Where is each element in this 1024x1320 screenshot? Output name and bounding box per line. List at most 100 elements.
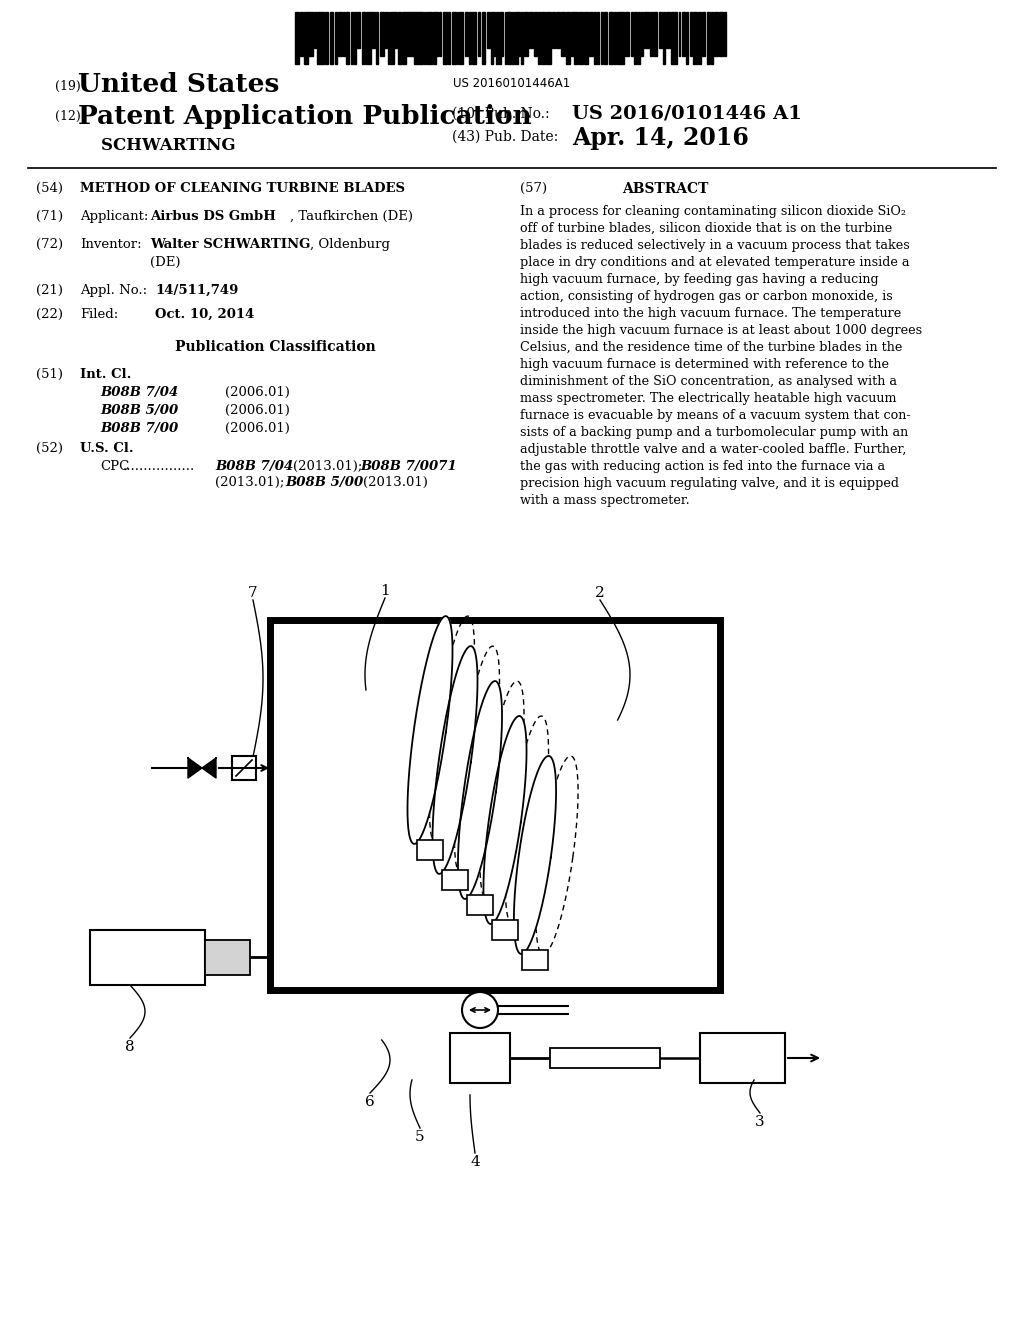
Text: (22): (22) <box>36 308 63 321</box>
Bar <box>608 12 612 63</box>
Bar <box>414 12 418 63</box>
Text: METHOD OF CLEANING TURBINE BLADES: METHOD OF CLEANING TURBINE BLADES <box>80 182 406 195</box>
Bar <box>354 12 355 63</box>
Polygon shape <box>483 715 526 924</box>
Text: B08B 7/0071: B08B 7/0071 <box>360 459 457 473</box>
Bar <box>653 12 657 57</box>
Bar <box>477 12 480 57</box>
Bar <box>707 12 711 63</box>
Bar <box>356 12 360 49</box>
Text: Publication Classification: Publication Classification <box>175 341 376 354</box>
Bar <box>401 12 406 63</box>
Bar <box>521 12 523 63</box>
Bar <box>700 1034 785 1082</box>
Bar <box>472 12 476 63</box>
Text: 2: 2 <box>595 586 605 601</box>
Bar <box>314 12 315 49</box>
Bar <box>550 1048 660 1068</box>
Bar <box>613 12 616 63</box>
Bar <box>433 12 435 63</box>
Circle shape <box>462 993 498 1028</box>
Text: the gas with reducing action is fed into the furnace via a: the gas with reducing action is fed into… <box>520 459 885 473</box>
Bar <box>442 870 468 890</box>
Text: (2006.01): (2006.01) <box>225 422 290 436</box>
Bar <box>343 12 345 57</box>
Text: 1: 1 <box>380 583 390 598</box>
Bar <box>641 12 643 57</box>
Text: adjustable throttle valve and a water-cooled baffle. Further,: adjustable throttle valve and a water-co… <box>520 444 906 455</box>
Bar <box>459 12 463 63</box>
Text: Patent Application Publication: Patent Application Publication <box>78 104 531 129</box>
Bar <box>205 940 250 975</box>
Text: , Oldenburg: , Oldenburg <box>310 238 390 251</box>
Bar <box>512 12 514 63</box>
Bar <box>644 12 648 49</box>
Bar <box>505 12 506 63</box>
Bar <box>650 12 652 57</box>
Text: .................: ................. <box>123 459 196 473</box>
Text: B08B 5/00: B08B 5/00 <box>100 404 178 417</box>
Text: (19): (19) <box>55 81 81 92</box>
Bar <box>714 12 718 57</box>
Text: (57): (57) <box>520 182 547 195</box>
Polygon shape <box>458 681 502 899</box>
Text: Airbus DS GmbH: Airbus DS GmbH <box>150 210 275 223</box>
Bar <box>597 12 599 63</box>
Text: off of turbine blades, silicon dioxide that is on the turbine: off of turbine blades, silicon dioxide t… <box>520 222 892 235</box>
Bar <box>693 12 697 63</box>
Bar <box>574 12 579 63</box>
Bar <box>549 12 551 63</box>
Bar <box>330 12 333 63</box>
Text: B08B 7/04: B08B 7/04 <box>100 385 178 399</box>
Bar <box>90 931 205 985</box>
Text: introduced into the high vacuum furnace. The temperature: introduced into the high vacuum furnace.… <box>520 308 901 319</box>
Text: place in dry conditions and at elevated temperature inside a: place in dry conditions and at elevated … <box>520 256 909 269</box>
Text: high vacuum furnace is determined with reference to the: high vacuum furnace is determined with r… <box>520 358 889 371</box>
Text: sists of a backing pump and a turbomolecular pump with an: sists of a backing pump and a turbomolec… <box>520 426 908 440</box>
Bar <box>524 12 528 57</box>
Bar <box>322 12 324 63</box>
Bar <box>600 12 603 63</box>
Bar <box>711 12 713 63</box>
Bar <box>584 12 589 63</box>
Bar <box>361 12 365 63</box>
Bar <box>690 12 692 57</box>
Bar <box>436 12 438 57</box>
Bar <box>300 12 302 57</box>
Bar <box>701 12 706 57</box>
Bar <box>424 12 426 63</box>
Polygon shape <box>188 758 202 777</box>
Bar <box>385 12 387 49</box>
Text: Oct. 10, 2014: Oct. 10, 2014 <box>155 308 254 321</box>
Text: 5: 5 <box>415 1130 425 1144</box>
Text: (DE): (DE) <box>150 256 180 269</box>
Text: Appl. No.:: Appl. No.: <box>80 284 147 297</box>
Bar <box>417 840 443 861</box>
Bar <box>492 920 518 940</box>
Bar <box>469 12 471 63</box>
Text: (12): (12) <box>55 110 81 123</box>
Bar <box>507 12 511 63</box>
Bar <box>502 12 503 57</box>
Text: B08B 7/00: B08B 7/00 <box>100 422 178 436</box>
Bar <box>427 12 432 63</box>
Bar <box>698 12 701 63</box>
Text: 3: 3 <box>755 1115 765 1129</box>
Bar <box>561 12 565 57</box>
Text: (54): (54) <box>36 182 63 195</box>
Text: Applicant:: Applicant: <box>80 210 148 223</box>
Bar <box>589 12 593 57</box>
Bar <box>671 12 673 63</box>
Bar <box>552 12 555 49</box>
Bar <box>398 12 401 63</box>
Bar <box>664 12 665 63</box>
Bar <box>617 12 621 63</box>
Text: 14/511,749: 14/511,749 <box>155 284 239 297</box>
Bar <box>492 12 493 63</box>
Text: B08B 5/00: B08B 5/00 <box>285 477 364 488</box>
Bar <box>719 12 723 57</box>
Polygon shape <box>202 758 216 777</box>
Bar <box>539 12 540 63</box>
Text: inside the high vacuum furnace is at least about 1000 degrees: inside the high vacuum furnace is at lea… <box>520 323 923 337</box>
Bar <box>634 12 637 63</box>
